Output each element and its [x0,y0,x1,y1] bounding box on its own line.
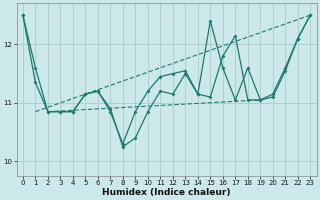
X-axis label: Humidex (Indice chaleur): Humidex (Indice chaleur) [102,188,231,197]
